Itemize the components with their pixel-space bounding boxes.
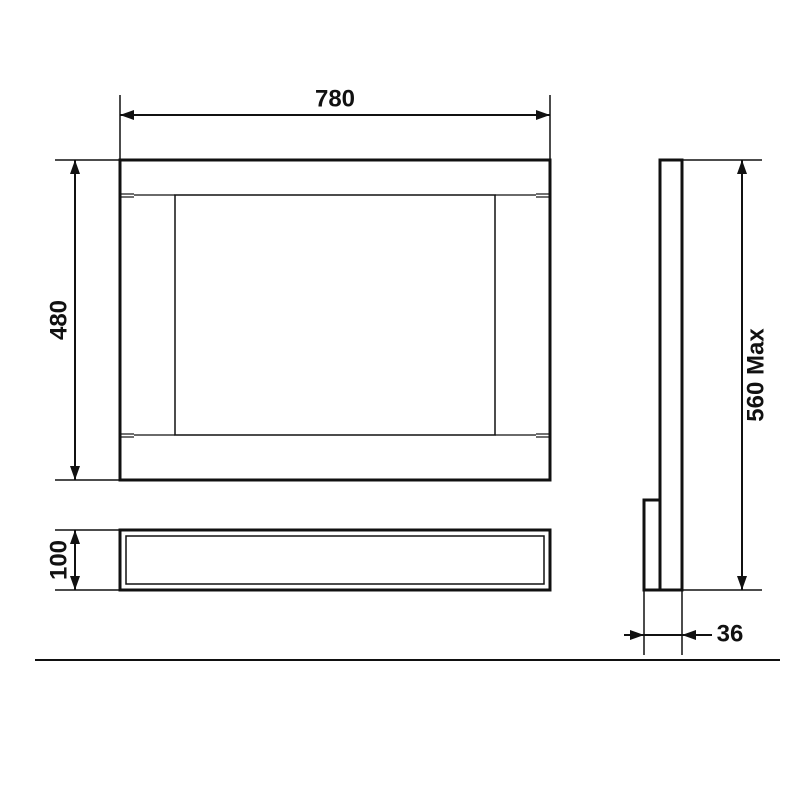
dim-arrow [737,576,747,590]
technical-drawing: 780 480 100 560 Max 36 [0,0,800,800]
dim-label-h100: 100 [45,540,72,580]
dim-label-w780: 780 [315,85,355,112]
front-plinth-inner [126,536,544,584]
dim-label-h480: 480 [45,300,72,340]
dim-arrow [737,160,747,174]
dim-arrow [70,160,80,174]
side-body [660,160,682,590]
dim-arrow [536,110,550,120]
front-panel-inner [175,195,495,435]
front-plinth-outer [120,530,550,590]
side-plinth [644,500,660,590]
dim-label-d36: 36 [717,620,744,647]
dim-arrow [120,110,134,120]
dim-arrow [70,466,80,480]
dim-label-h560: 560 Max [742,328,769,422]
front-panel-outer [120,160,550,480]
